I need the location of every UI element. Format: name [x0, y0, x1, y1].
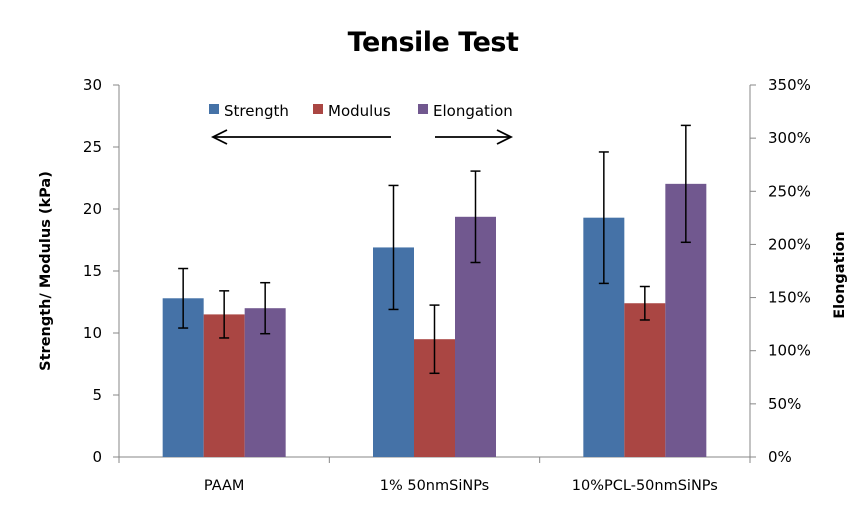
left-tick-label: 20	[83, 200, 102, 218]
error-bars	[178, 124, 691, 375]
right-tick-label: 0%	[768, 448, 792, 466]
tick-labels: 0510152025300%50%100%150%200%250%300%350…	[83, 76, 811, 466]
legend-label-elongation: Elongation	[433, 102, 513, 120]
legend: Strength Modulus Elongation	[209, 102, 513, 120]
left-axis-title: Strength/ Modulus (kPa)	[38, 171, 54, 371]
arrow-left-head-icon	[210, 129, 228, 145]
legend-label-strength: Strength	[224, 102, 289, 120]
bar-modulus	[624, 303, 666, 457]
right-tick-label: 250%	[768, 182, 811, 200]
right-axis-title: Elongation	[832, 231, 848, 319]
category-labels: PAAM 1% 50nmSiNPs 10%PCL-50nmSiNPs	[204, 478, 718, 494]
chart-title: Tensile Test	[348, 27, 519, 58]
category-label: PAAM	[204, 478, 245, 494]
legend-swatch-modulus	[313, 104, 323, 114]
legend-swatch-elongation	[418, 104, 428, 114]
legend-swatch-strength	[209, 104, 219, 114]
right-tick-label: 150%	[768, 289, 811, 307]
left-tick-label: 15	[83, 262, 102, 280]
right-tick-label: 300%	[768, 129, 811, 147]
right-tick-label: 50%	[768, 395, 801, 413]
arrow-left-annotation	[210, 129, 391, 145]
left-tick-label: 0	[92, 448, 102, 466]
category-label: 10%PCL-50nmSiNPs	[572, 478, 718, 494]
left-tick-label: 25	[83, 138, 102, 156]
legend-label-modulus: Modulus	[328, 102, 391, 120]
right-tick-label: 350%	[768, 76, 811, 94]
right-tick-label: 200%	[768, 235, 811, 253]
category-label: 1% 50nmSiNPs	[380, 478, 490, 494]
bars	[162, 183, 707, 458]
right-tick-label: 100%	[768, 342, 811, 360]
left-tick-label: 5	[92, 386, 102, 404]
arrow-right-annotation	[435, 129, 514, 145]
left-tick-label: 30	[83, 76, 102, 94]
left-tick-label: 10	[83, 324, 102, 342]
arrow-right-head-icon	[496, 129, 514, 145]
